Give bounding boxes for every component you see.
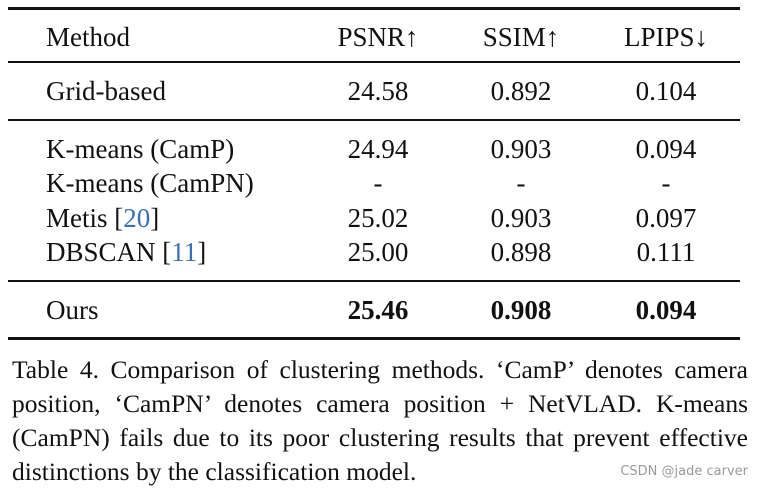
method-text: ] <box>197 237 207 267</box>
method-cell: Ours <box>46 293 99 327</box>
table-rule <box>8 6 740 10</box>
value-cell: 0.892 <box>490 76 552 106</box>
header-cell: LPIPS↓ <box>623 22 709 52</box>
value-cell: 0.903 <box>490 133 552 164</box>
method-cell: Grid-based <box>46 74 166 108</box>
watermark: CSDN @jade carver <box>620 464 748 479</box>
method-text: K-means (CamP) <box>46 133 235 164</box>
value-cell: 0.903 <box>490 202 552 233</box>
value-cell: 0.908 <box>490 294 552 325</box>
method-text: DBSCAN [ <box>46 237 172 267</box>
header-cell: PSNR↑ <box>337 22 419 52</box>
method-cell: Metis [20] <box>46 201 159 235</box>
value-cell: 0.094 <box>635 133 697 164</box>
value-cell: 0.104 <box>635 76 697 106</box>
value-cell: 24.94 <box>347 133 409 164</box>
value-cell: 0.097 <box>635 202 697 233</box>
value-cell: 0.111 <box>636 237 696 267</box>
value-cell: - <box>661 168 671 198</box>
table-caption: Table 4. Comparison of clustering method… <box>12 355 748 486</box>
method-cell: K-means (CamP) <box>46 132 234 166</box>
table-rule <box>8 279 740 282</box>
header-cell: Method <box>46 22 130 52</box>
value-cell: - <box>373 168 383 198</box>
header-cell: SSIM↑ <box>482 22 560 52</box>
citation: 20 <box>123 202 151 233</box>
value-cell: 25.00 <box>347 237 409 267</box>
table-rule <box>8 336 740 340</box>
value-cell: 25.02 <box>347 202 409 233</box>
method-text: Metis [ <box>46 202 124 233</box>
value-cell: 0.898 <box>490 237 552 267</box>
method-text: Grid-based <box>46 76 166 106</box>
value-cell: 0.094 <box>635 294 697 325</box>
citation: 11 <box>171 237 198 267</box>
value-cell: - <box>516 168 526 198</box>
method-text: K-means (CamPN) <box>46 168 254 198</box>
method-cell: DBSCAN [11] <box>46 235 206 269</box>
table-rule <box>8 118 740 121</box>
method-text: ] <box>150 202 160 233</box>
value-cell: 24.58 <box>347 76 409 106</box>
value-cell: 25.46 <box>347 294 409 325</box>
table-rule <box>8 61 740 63</box>
method-text: Ours <box>46 294 99 325</box>
method-cell: K-means (CamPN) <box>46 166 254 200</box>
